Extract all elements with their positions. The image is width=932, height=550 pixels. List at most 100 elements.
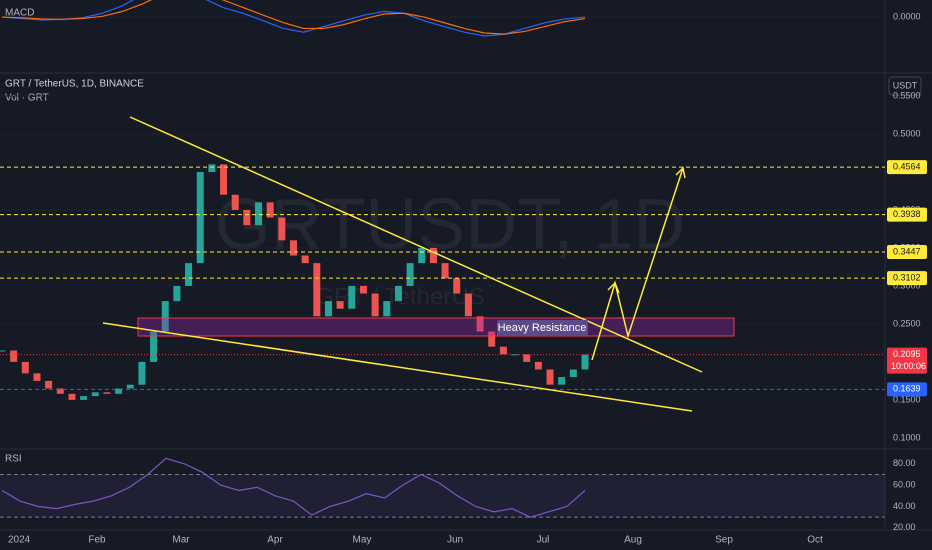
level-label: 0.3938 — [893, 209, 921, 219]
candle — [220, 164, 228, 195]
candle — [115, 388, 123, 394]
x-tick-label: Sep — [715, 535, 733, 546]
candle — [336, 301, 344, 309]
candle — [406, 263, 414, 286]
y-tick-label: 0.5000 — [893, 128, 921, 138]
candle — [91, 392, 99, 397]
candle — [441, 263, 449, 279]
candle — [371, 293, 379, 317]
candle — [45, 380, 53, 389]
currency[interactable]: USDT — [893, 80, 918, 90]
candle — [523, 354, 531, 362]
rsi-title: RSI — [5, 454, 22, 465]
level-box — [887, 244, 927, 259]
candle — [383, 301, 391, 317]
candle — [266, 202, 274, 218]
candle — [243, 209, 251, 226]
candle — [56, 388, 64, 394]
candle — [255, 202, 263, 226]
candle — [196, 171, 204, 264]
level-box — [887, 207, 927, 222]
candle — [429, 247, 437, 264]
candle — [313, 263, 321, 317]
candle — [324, 301, 332, 317]
last-price: 0.2095 — [893, 349, 921, 359]
candle — [488, 331, 496, 347]
candle — [80, 396, 88, 400]
level-box — [887, 160, 927, 175]
trendline — [129, 116, 703, 373]
candle — [126, 384, 134, 389]
candle — [546, 369, 554, 385]
drawings — [102, 116, 735, 412]
x-tick-label: May — [353, 535, 372, 546]
candle — [231, 194, 239, 210]
rsi-line — [1, 457, 586, 518]
countdown: 10:00:06 — [891, 361, 926, 371]
level-box — [887, 382, 927, 397]
y-tick-label: 0.2500 — [893, 318, 921, 328]
x-tick-label: Feb — [88, 535, 106, 546]
candle — [290, 240, 297, 256]
candle — [33, 373, 41, 381]
candle — [0, 350, 6, 352]
last-price-box — [887, 347, 927, 374]
candle — [150, 331, 158, 362]
candle — [511, 354, 519, 356]
candle — [68, 393, 76, 400]
candle — [161, 301, 169, 332]
currency-button[interactable] — [888, 76, 922, 96]
chart-title: GRT / TetherUS, 1D, BINANCE — [5, 79, 144, 90]
y-tick-label: 40.00 — [893, 501, 916, 511]
resistance-zone — [137, 317, 735, 337]
x-tick-label: Apr — [267, 535, 283, 546]
level-box — [887, 271, 927, 286]
macd-line — [1, 0, 586, 35]
y-tick-label: 0.3000 — [893, 280, 921, 290]
candle — [301, 255, 309, 264]
arrow-head — [675, 166, 686, 179]
candle — [394, 285, 402, 302]
x-tick-label: Aug — [624, 535, 642, 546]
candle — [581, 354, 589, 370]
y-tick-label: 0.1000 — [893, 432, 921, 442]
y-tick-label: 60.00 — [893, 479, 916, 489]
candle — [10, 350, 18, 362]
candle — [534, 361, 542, 370]
candle — [348, 285, 356, 309]
rsi-band — [0, 474, 885, 518]
x-tick-label: Mar — [172, 535, 190, 546]
trendline — [102, 322, 693, 412]
candle — [138, 361, 146, 385]
x-tick-label: Oct — [807, 535, 823, 546]
y-tick-label: 0.5500 — [893, 90, 921, 100]
level-label: 0.1639 — [893, 384, 921, 394]
projection-arrow — [591, 167, 684, 361]
macd-title: MACD — [5, 8, 34, 19]
candle — [418, 247, 426, 264]
y-tick-label: 80.00 — [893, 458, 916, 468]
y-tick-label: 0.1500 — [893, 394, 921, 404]
level-label: 0.3447 — [893, 246, 921, 256]
candle — [208, 164, 216, 172]
chart-subtitle: Vol · GRT — [5, 93, 49, 104]
candle — [359, 285, 367, 294]
macd-line — [1, 0, 586, 37]
candle — [569, 369, 577, 378]
candle — [453, 278, 461, 294]
level-label: 0.4564 — [893, 161, 921, 171]
arrow-head — [607, 281, 620, 294]
candle — [464, 293, 472, 317]
level-label: 0.3102 — [893, 273, 921, 283]
candle — [103, 392, 111, 394]
candle — [185, 263, 193, 286]
candle — [21, 361, 29, 374]
x-tick-label: 2024 — [8, 535, 31, 546]
y-tick-label: 0.0000 — [893, 11, 921, 21]
candle — [558, 377, 566, 385]
annotation-box — [497, 320, 588, 336]
candle — [499, 346, 507, 355]
annotation: Heavy Resistance — [498, 322, 587, 334]
